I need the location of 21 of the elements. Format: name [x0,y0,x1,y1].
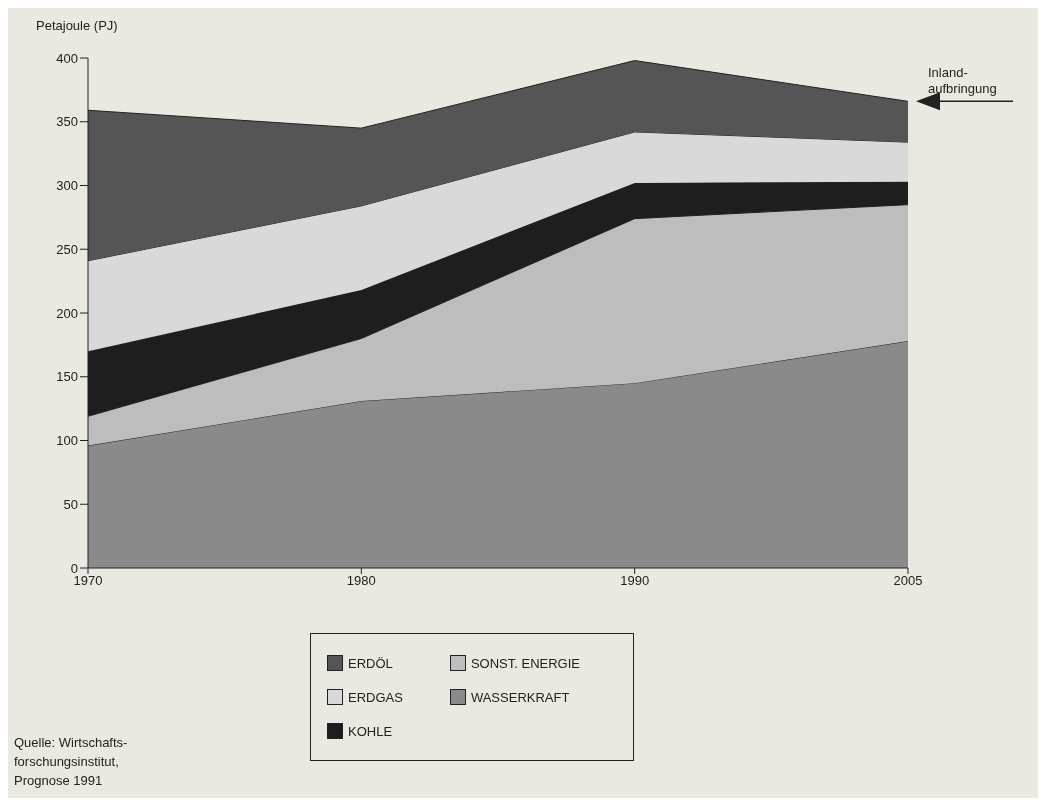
y-tick-label: 250 [56,241,78,257]
x-tick-label: 1990 [620,573,650,589]
legend-label: ERDÖL [348,655,393,671]
x-tick-label: 1980 [346,573,376,589]
y-tick-label: 50 [63,496,78,512]
legend-label: KOHLE [348,723,393,739]
y-tick-label: 350 [56,114,78,130]
legend-label: ERDGAS [348,689,403,705]
y-axis-title: Petajoule (PJ) [36,18,118,33]
y-tick-label: 400 [56,50,78,66]
y-tick-label: 100 [56,433,78,449]
annotation: Inland- aufbringung [928,65,997,97]
y-tick-label: 0 [70,560,78,576]
x-tick-label: 2005 [893,573,923,589]
y-tick-label: 300 [56,178,78,194]
legend-label: WASSERKRAFT [470,689,570,705]
legend-label: SONST. ENERGIE [470,655,580,671]
source-note: Quelle: Wirtschafts- forschungsinstitut, Prognose 1991 [14,734,128,790]
y-tick-label: 200 [56,305,78,321]
x-tick-label: 1970 [73,573,103,589]
y-tick-label: 150 [56,369,78,385]
